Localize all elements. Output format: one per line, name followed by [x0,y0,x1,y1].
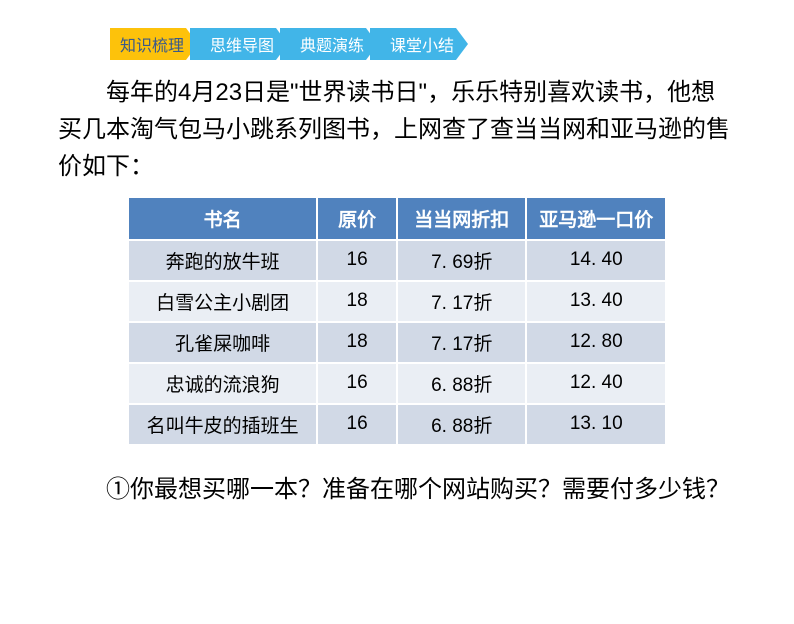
cell-original-price: 16 [317,404,397,445]
cell-dangdang-discount: 6. 88折 [397,404,527,445]
tab-label: 典题演练 [300,32,364,56]
tab-label: 知识梳理 [120,32,184,56]
table-row: 奔跑的放牛班 16 7. 69折 14. 40 [128,240,666,281]
content-area: 每年的4月23日是"世界读书日"，乐乐特别喜欢读书，他想买几本淘气包马小跳系列图… [0,60,794,508]
cell-book-name: 名叫牛皮的插班生 [128,404,317,445]
cell-dangdang-discount: 7. 17折 [397,322,527,363]
price-comparison-table: 书名 原价 当当网折扣 亚马逊一口价 奔跑的放牛班 16 7. 69折 14. … [127,196,667,446]
table-row: 忠诚的流浪狗 16 6. 88折 12. 40 [128,363,666,404]
cell-original-price: 16 [317,363,397,404]
tab-label: 思维导图 [210,32,274,56]
cell-original-price: 18 [317,322,397,363]
cell-amazon-price: 12. 40 [526,363,666,404]
intro-paragraph: 每年的4月23日是"世界读书日"，乐乐特别喜欢读书，他想买几本淘气包马小跳系列图… [58,74,736,186]
cell-book-name: 忠诚的流浪狗 [128,363,317,404]
tab-knowledge[interactable]: 知识梳理 [110,28,198,60]
table-row: 名叫牛皮的插班生 16 6. 88折 13. 10 [128,404,666,445]
cell-dangdang-discount: 7. 17折 [397,281,527,322]
cell-amazon-price: 13. 10 [526,404,666,445]
cell-amazon-price: 14. 40 [526,240,666,281]
cell-original-price: 16 [317,240,397,281]
question-text: ①你最想买哪一本？准备在哪个网站购买？需要付多少钱？ [58,472,736,508]
table-row: 白雪公主小剧团 18 7. 17折 13. 40 [128,281,666,322]
header-book-name: 书名 [128,197,317,240]
tab-label: 课堂小结 [390,32,454,56]
tab-exercises[interactable]: 典题演练 [280,28,378,60]
cell-amazon-price: 13. 40 [526,281,666,322]
cell-book-name: 孔雀屎咖啡 [128,322,317,363]
cell-dangdang-discount: 7. 69折 [397,240,527,281]
cell-amazon-price: 12. 80 [526,322,666,363]
header-original-price: 原价 [317,197,397,240]
tab-summary[interactable]: 课堂小结 [370,28,468,60]
tab-mind-map[interactable]: 思维导图 [190,28,288,60]
navigation-tabs: 知识梳理 思维导图 典题演练 课堂小结 [110,28,794,60]
header-dangdang-discount: 当当网折扣 [397,197,527,240]
header-amazon-price: 亚马逊一口价 [526,197,666,240]
cell-book-name: 奔跑的放牛班 [128,240,317,281]
table-header-row: 书名 原价 当当网折扣 亚马逊一口价 [128,197,666,240]
cell-book-name: 白雪公主小剧团 [128,281,317,322]
cell-dangdang-discount: 6. 88折 [397,363,527,404]
table-row: 孔雀屎咖啡 18 7. 17折 12. 80 [128,322,666,363]
cell-original-price: 18 [317,281,397,322]
